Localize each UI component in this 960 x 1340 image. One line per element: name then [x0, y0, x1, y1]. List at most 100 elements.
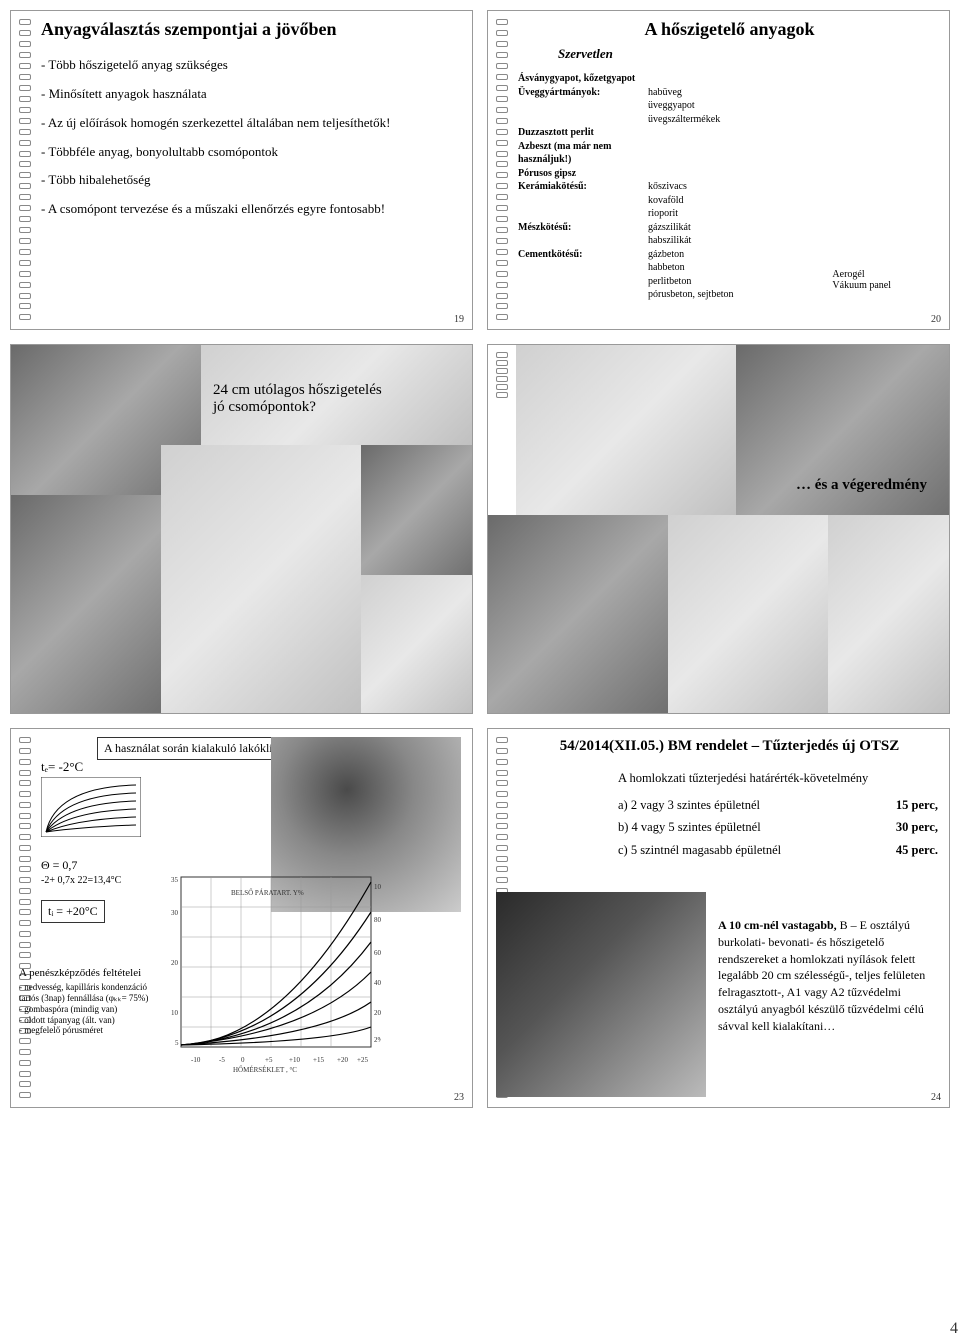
- material-value: perlitbeton: [648, 275, 691, 289]
- ring-hole: [19, 314, 31, 320]
- bullet-list: - Több hőszigetelő anyag szükséges - Min…: [41, 56, 464, 219]
- binder-rings: [11, 729, 39, 1107]
- ring-hole: [496, 856, 508, 862]
- req-value: 45 perc.: [896, 839, 938, 862]
- ring-hole: [19, 216, 31, 222]
- ring-hole: [496, 293, 508, 299]
- mold-title: A penészképződés feltételei: [19, 967, 154, 980]
- material-label: Üveggyártmányok:: [518, 86, 648, 100]
- ring-hole: [496, 194, 508, 200]
- ring-hole: [19, 737, 31, 743]
- ring-hole: [19, 748, 31, 754]
- material-row: habszilikát: [518, 234, 941, 248]
- material-value: kőszivacs: [648, 180, 941, 194]
- ring-hole: [19, 161, 31, 167]
- ring-hole: [19, 888, 31, 894]
- ring-hole: [19, 151, 31, 157]
- req-text: c) 5 szintnél magasabb épületnél: [618, 839, 781, 862]
- material-row: kovaföld: [518, 194, 941, 208]
- ring-hole: [19, 19, 31, 25]
- bullet: - A csomópont tervezése és a műszaki ell…: [41, 200, 464, 219]
- material-value: habszilikát: [648, 234, 691, 248]
- ring-hole: [19, 96, 31, 102]
- material-value: [648, 140, 941, 167]
- svg-text:+20: +20: [337, 1056, 348, 1064]
- slide-title: Anyagválasztás szempontjai a jövőben: [41, 19, 464, 40]
- material-label: Azbeszt (ma már nem használjuk!): [518, 140, 648, 167]
- svg-text:+15: +15: [313, 1056, 324, 1064]
- ring-hole: [496, 352, 508, 358]
- psychrometric-chart: -10-5 0+5 +10+15 +20+25 HŐMÉRSÉKLET , °C…: [161, 867, 381, 1077]
- ring-hole: [496, 834, 508, 840]
- ring-hole: [19, 877, 31, 883]
- photo-placeholder: [361, 445, 472, 575]
- slide-23: A használat során kialakuló lakóklíma, e…: [10, 728, 473, 1108]
- ring-hole: [19, 780, 31, 786]
- ring-hole: [19, 52, 31, 58]
- ring-hole: [496, 802, 508, 808]
- ring-hole: [19, 63, 31, 69]
- ring-hole: [496, 748, 508, 754]
- subheading: Szervetlen: [558, 46, 941, 62]
- ring-hole: [19, 845, 31, 851]
- material-value: [648, 126, 941, 140]
- photo-placeholder: [488, 515, 668, 713]
- ring-hole: [19, 770, 31, 776]
- ring-hole: [496, 19, 508, 25]
- photo-placeholder: [161, 445, 361, 714]
- theta-block: Θ = 0,7 -2+ 0,7x 22=13,4°C tᵢ = +20°C: [41, 857, 121, 923]
- paragraph: A 10 cm-nél vastagabb, B – E osztályú bu…: [718, 917, 941, 1035]
- svg-text:BELSŐ PÁRATART. Y%: BELSŐ PÁRATART. Y%: [231, 889, 304, 897]
- svg-text:60%: 60%: [374, 949, 381, 957]
- svg-text:40%: 40%: [374, 979, 381, 987]
- te-label: tₑ= -2°C: [41, 759, 83, 775]
- svg-text:-10: -10: [191, 1056, 201, 1064]
- ring-hole: [19, 813, 31, 819]
- slide-21: 24 cm utólagos hőszigetelés jó csomópont…: [10, 344, 473, 714]
- ring-hole: [19, 172, 31, 178]
- ring-hole: [496, 227, 508, 233]
- slide-body: A használat során kialakuló lakóklíma, e…: [41, 737, 464, 1099]
- ring-hole: [19, 303, 31, 309]
- ring-hole: [19, 194, 31, 200]
- ring-hole: [19, 183, 31, 189]
- footer-item: Aerogél: [832, 269, 891, 280]
- photo-caption: … és a végeredmény: [794, 475, 929, 496]
- ring-hole: [19, 260, 31, 266]
- ring-hole: [19, 802, 31, 808]
- bullet: - Az új előírások homogén szerkezettel á…: [41, 114, 464, 133]
- ti-label: tᵢ = +20°C: [41, 900, 105, 923]
- para-bold: A 10 cm-nél vastagabb,: [718, 918, 837, 932]
- ring-hole: [496, 52, 508, 58]
- material-row: Mészkötésű:gázszilikát: [518, 221, 941, 235]
- ring-hole: [19, 1071, 31, 1077]
- material-label: Ásványgyapot, kőzetgyapot: [518, 72, 648, 86]
- photo-placeholder: [361, 575, 472, 713]
- material-value: kovaföld: [648, 194, 684, 208]
- ring-hole: [19, 952, 31, 958]
- ring-hole: [19, 1060, 31, 1066]
- ring-hole: [19, 129, 31, 135]
- ring-hole: [496, 85, 508, 91]
- material-row: rioporit: [518, 207, 941, 221]
- slide-body: A hőszigetelő anyagok Szervetlen Ásványg…: [518, 19, 941, 321]
- svg-text:80%: 80%: [374, 916, 381, 924]
- svg-text:+25: +25: [357, 1056, 368, 1064]
- ring-hole: [496, 260, 508, 266]
- ring-hole: [19, 107, 31, 113]
- material-row: Azbeszt (ma már nem használjuk!): [518, 140, 941, 167]
- caption-line: 24 cm utólagos hőszigetelés: [213, 382, 382, 399]
- para-rest: B – E osztályú burkolati- bevonati- és h…: [718, 918, 925, 1033]
- ring-hole: [19, 1081, 31, 1087]
- ring-hole: [496, 780, 508, 786]
- slide-body: Anyagválasztás szempontjai a jövőben - T…: [41, 19, 464, 321]
- ring-hole: [496, 368, 508, 374]
- requirements-list: a) 2 vagy 3 szintes épületnél15 perc, b)…: [618, 794, 941, 862]
- ring-hole: [19, 899, 31, 905]
- material-label: Duzzasztott perlit: [518, 126, 648, 140]
- req-text: b) 4 vagy 5 szintes épületnél: [618, 816, 761, 839]
- ring-hole: [19, 1092, 31, 1098]
- ring-hole: [496, 866, 508, 872]
- ring-hole: [496, 376, 508, 382]
- binder-rings: [488, 345, 516, 405]
